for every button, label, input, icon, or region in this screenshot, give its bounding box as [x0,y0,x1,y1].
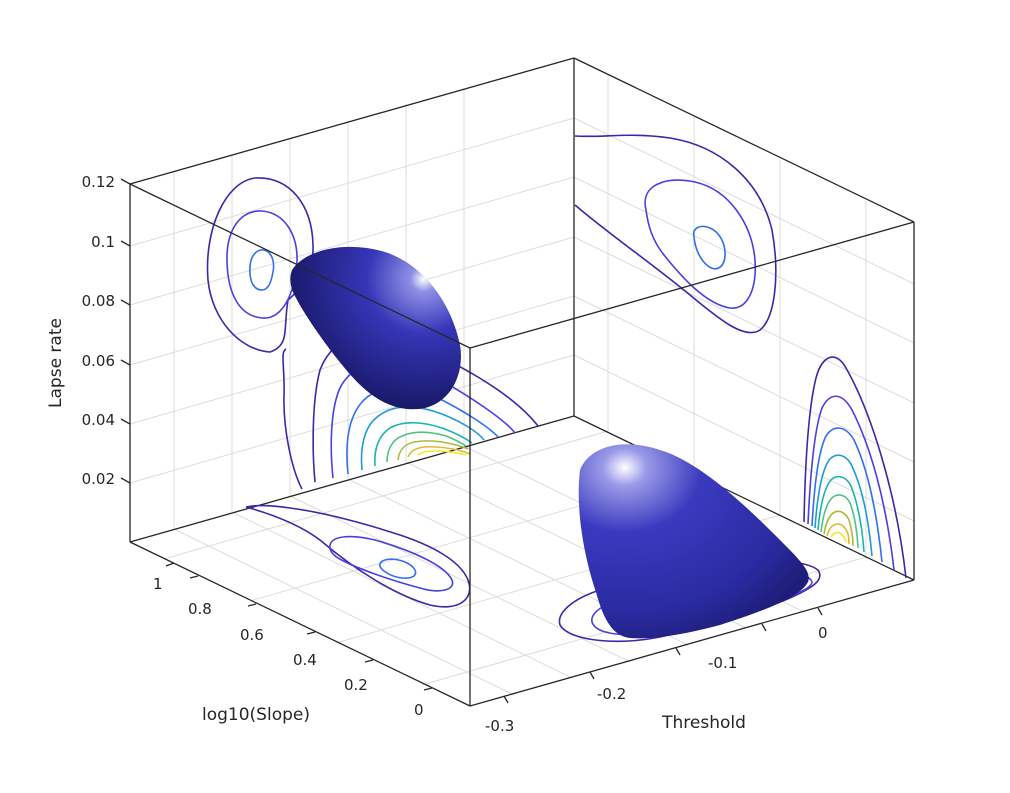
z-tick-label: 0.02 [82,470,115,488]
x-axis-title: Threshold [661,713,746,733]
contour-line [811,427,883,563]
contour-line [407,445,471,458]
y-tick-label: 0 [414,701,424,719]
contour-line [249,249,275,291]
x-tick-label: -0.1 [708,654,737,672]
contour-line [692,225,726,270]
y-tick-label: 0.2 [344,676,368,694]
contour-line [386,431,467,463]
x-tick-labels: -0.3 -0.2 -0.1 0 [485,624,828,735]
contour-line [814,454,873,557]
axes-box-back [129,57,915,581]
contour-line [245,504,471,608]
contour-line [226,210,298,319]
y-tick-label: 0.8 [188,600,212,618]
contours-right-wall [574,134,907,579]
isosurface-lower [578,444,809,639]
y-tick-labels: 0 0.2 0.4 0.6 0.8 1 [153,575,424,719]
contour-line [644,179,757,309]
z-tick-label: 0.04 [82,411,115,429]
contour-line [817,475,865,553]
contour-line [823,510,854,547]
contour-line [574,134,777,334]
z-tick-label: 0.12 [82,173,115,191]
z-tick-label: 0.1 [91,233,115,251]
z-tick-label: 0.08 [82,292,115,310]
contour-line [329,535,454,592]
x-tick-label: -0.2 [597,685,626,703]
y-axis-title: log10(Slope) [202,705,310,725]
y-tick-label: 0.6 [240,626,264,644]
z-tick-label: 0.06 [82,352,115,370]
z-axis-title: Lapse rate [46,318,66,408]
contour-line [826,523,850,545]
tick-marks [120,178,823,704]
contour-line [830,531,847,543]
contour-line [282,348,303,490]
x-tick-label: 0 [818,624,828,642]
contour-line [397,440,469,461]
z-tick-labels: 0.02 0.04 0.06 0.08 0.1 0.12 [82,173,115,488]
contour-line [820,494,859,549]
y-tick-label: 1 [153,575,163,593]
isosurfaces [290,246,809,639]
grid-lines [129,75,915,696]
isosurface-upper [290,246,461,410]
axes-box-front [129,183,915,707]
contour-line [803,356,907,579]
contour-line [807,395,895,571]
contour-line [379,558,417,579]
contour-line [417,450,467,456]
contour-line [374,421,473,467]
y-tick-label: 0.4 [293,651,317,669]
x-tick-label: -0.3 [485,717,514,735]
